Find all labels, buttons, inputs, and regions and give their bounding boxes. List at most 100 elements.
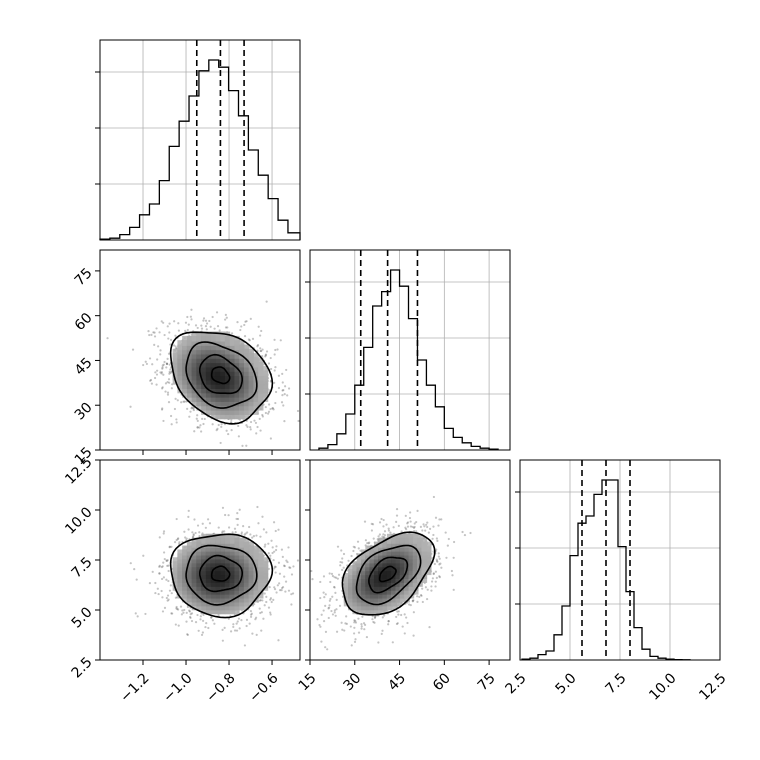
scatter-point <box>385 523 388 526</box>
scatter-point <box>354 638 357 641</box>
scatter-point <box>283 564 286 568</box>
scatter-point <box>283 564 286 567</box>
scatter-point <box>353 621 356 624</box>
panel-frame <box>99 249 301 451</box>
scatter-point <box>174 596 177 599</box>
scatter-point <box>161 610 165 613</box>
scatter-point <box>272 558 275 562</box>
scatter-point <box>270 600 273 604</box>
scatter-point <box>177 624 180 627</box>
scatter-point <box>397 524 400 527</box>
scatter-point <box>413 529 416 533</box>
scatter-point <box>157 345 160 348</box>
scatter-point <box>327 607 330 610</box>
scatter-point <box>149 378 153 382</box>
scatter-point <box>292 565 295 568</box>
contour-line <box>185 341 258 409</box>
scatter-point <box>201 619 205 622</box>
scatter-point <box>278 582 281 585</box>
scatter-point <box>196 426 199 429</box>
scatter-point <box>380 517 383 521</box>
scatter-point <box>245 451 247 453</box>
scatter-point <box>238 508 241 511</box>
scatter-point <box>259 535 262 538</box>
scatter-point <box>231 531 234 534</box>
scatter-point <box>260 329 263 333</box>
scatter-point <box>270 367 273 371</box>
density-content <box>310 495 472 651</box>
scatter-point <box>324 646 327 649</box>
scatter-point <box>168 589 172 592</box>
density-cell <box>258 366 269 377</box>
scatter-point <box>277 561 281 564</box>
scatter-point <box>163 557 166 561</box>
scatter-point <box>163 360 166 364</box>
scatter-point <box>207 626 210 630</box>
scatter-point <box>406 525 410 528</box>
scatter-point <box>251 536 254 539</box>
scatter-point <box>267 412 270 415</box>
scatter-point <box>412 611 415 614</box>
scatter-point <box>230 421 233 424</box>
scatter-point <box>278 572 282 575</box>
scatter-point <box>412 599 415 602</box>
scatter-point <box>378 533 381 536</box>
scatter-point <box>283 420 286 423</box>
density-content <box>129 505 300 647</box>
scatter-point <box>243 533 246 536</box>
scatter-point <box>360 623 363 626</box>
scatter-point <box>423 525 426 528</box>
scatter-point <box>287 546 290 549</box>
scatter-point <box>362 622 366 625</box>
scatter-point <box>220 422 223 426</box>
scatter-point <box>403 613 406 616</box>
density-content <box>106 300 300 453</box>
scatter-point <box>254 618 257 621</box>
scatter-point <box>226 326 229 329</box>
scatter-point <box>350 554 353 558</box>
scatter-point <box>150 382 153 385</box>
scatter-point <box>406 521 410 524</box>
scatter-point <box>290 603 293 606</box>
scatter-point <box>185 620 188 623</box>
scatter-point <box>274 571 277 574</box>
scatter-point <box>271 551 274 555</box>
scatter-point <box>164 390 167 393</box>
scatter-point <box>264 411 267 415</box>
scatter-point <box>135 578 138 581</box>
scatter-point <box>353 546 356 549</box>
scatter-point <box>200 327 204 330</box>
scatter-point <box>440 566 443 569</box>
scatter-point <box>160 408 164 411</box>
scatter-point <box>215 311 219 314</box>
scatter-point <box>387 620 390 623</box>
scatter-point <box>194 324 198 327</box>
scatter-point <box>367 542 370 545</box>
scatter-point <box>193 430 196 433</box>
scatter-point <box>148 581 151 585</box>
scatter-point <box>204 526 207 529</box>
scatter-point <box>221 628 224 631</box>
scatter-point <box>194 531 197 535</box>
scatter-point <box>242 525 245 528</box>
scatter-point <box>345 615 348 618</box>
scatter-point <box>324 630 328 633</box>
scatter-point <box>199 618 202 621</box>
scatter-point <box>387 527 390 530</box>
scatter-point <box>195 417 198 420</box>
scatter-point <box>264 543 267 546</box>
scatter-point <box>211 315 214 319</box>
scatter-point <box>339 560 342 564</box>
scatter-point <box>158 331 161 334</box>
scatter-point <box>142 363 145 367</box>
scatter-point <box>273 565 277 568</box>
scatter-point <box>356 540 360 543</box>
scatter-point <box>177 542 181 545</box>
scatter-point <box>251 632 254 635</box>
scatter-point <box>166 559 169 562</box>
scatter-point <box>416 600 419 603</box>
scatter-point <box>284 580 288 583</box>
scatter-point <box>264 354 267 357</box>
scatter-point <box>243 323 246 327</box>
scatter-point <box>247 338 250 341</box>
